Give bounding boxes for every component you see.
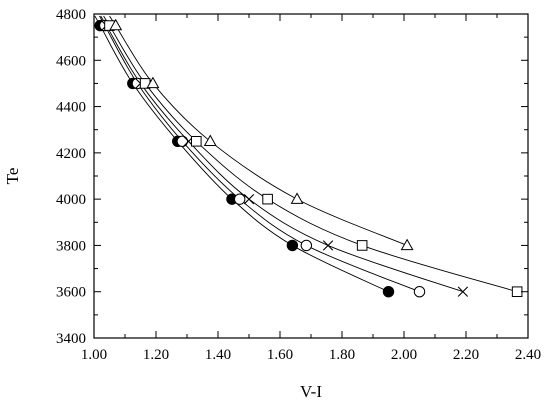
data-point-open-triangle [290,192,304,204]
data-point-open-circle [300,239,313,252]
x-tick-label: 2.20 [453,347,479,363]
fit-curve [99,15,420,293]
y-tick-label: 4400 [56,100,86,116]
axis-ticks [93,13,529,339]
y-tick-label: 4800 [56,7,86,23]
data-point-cross [322,240,334,251]
y-tick-labels: 3400 3600 3800 4000 4200 4400 4600 4800 [56,7,86,347]
data-point-open-square [262,193,273,205]
y-tick-label: 4200 [56,146,86,162]
plot-frame [93,13,529,339]
data-point-filled-circle [382,286,395,298]
data-point-open-triangle [203,134,217,146]
x-tick-label: 1.20 [143,347,169,363]
x-tick-label: 1.80 [329,347,355,363]
data-point-cross [243,193,255,205]
y-tick-label: 3400 [56,331,86,347]
data-point-open-circle [176,135,189,147]
data-markers [94,18,523,298]
data-point-open-square [511,286,523,298]
data-point-open-square [191,135,202,147]
x-tick-label: 2.00 [391,347,417,363]
data-point-open-triangle [400,238,414,251]
x-tick-label: 2.40 [515,347,541,363]
x-tick-label: 1.60 [267,347,293,363]
y-tick-label: 4000 [56,192,86,208]
y-tick-label: 3800 [56,238,86,254]
fit-curve [94,15,389,293]
y-tick-label: 3600 [56,285,86,301]
data-point-open-triangle [109,18,123,31]
data-point-cross [457,286,469,297]
data-point-filled-circle [286,239,299,252]
data-point-open-circle [413,286,426,298]
data-point-open-circle [234,193,246,205]
fit-curve [100,15,464,293]
y-axis-label: Te [3,168,22,185]
fit-curve [103,15,518,293]
x-tick-labels: 1.00 1.20 1.40 1.60 1.80 2.00 2.20 2.40 [81,347,541,363]
data-point-open-square [356,240,368,251]
x-tick-label: 1.40 [205,347,231,363]
x-axis-label: V-I [300,382,322,401]
x-tick-label: 1.00 [81,347,107,363]
y-tick-label: 4600 [56,53,86,69]
fit-curve [109,15,408,246]
data-point-open-triangle [146,76,160,89]
